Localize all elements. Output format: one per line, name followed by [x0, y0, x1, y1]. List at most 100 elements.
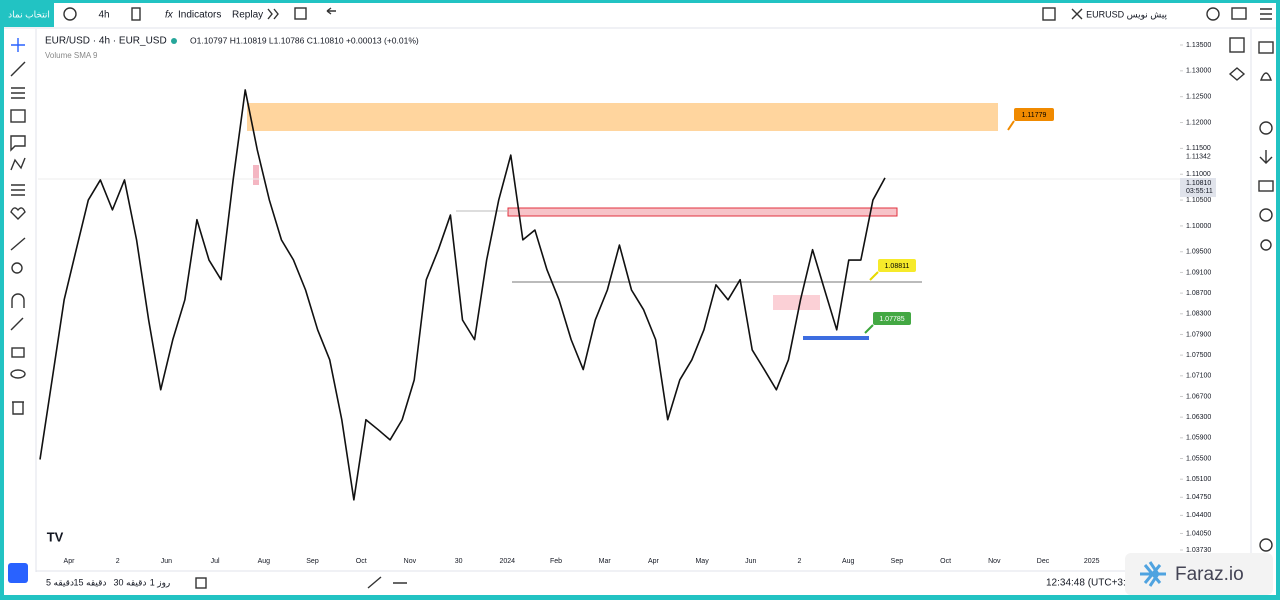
undo-icon[interactable] [326, 7, 336, 15]
zone-badge [878, 259, 916, 272]
y-tick-label: 1.05100 [1186, 476, 1211, 483]
x-tick-label: Feb [550, 558, 562, 565]
y-tick-label: 1.05900 [1186, 435, 1211, 442]
ohlc: O1.10797 H1.10819 L1.10786 C1.10810 +0.0… [190, 35, 419, 45]
level-label: 1.11342 [1186, 153, 1211, 160]
range-button[interactable]: 5 دقیقه [46, 577, 74, 587]
zone-badge [873, 312, 911, 325]
indicator-label: Volume SMA 9 [45, 51, 98, 60]
x-tick-label: May [695, 558, 709, 565]
x-tick-label: Sep [891, 558, 904, 565]
symbol-button[interactable] [4, 3, 54, 27]
x-tick-label: Apr [64, 558, 76, 565]
y-tick-label: 1.04750 [1186, 494, 1211, 501]
tv-logo: TV [47, 529, 64, 544]
fx-icon[interactable]: fx [165, 10, 174, 21]
add-icon[interactable] [63, 7, 77, 21]
price-line [39, 89, 886, 501]
date-range-icon[interactable] [195, 577, 207, 589]
x-tick-label: Apr [648, 558, 660, 565]
watermark: Faraz.io [1175, 564, 1244, 585]
x-tick-label: 2 [116, 558, 120, 565]
watermark-box [1125, 553, 1273, 595]
draft-label[interactable]: EURUSD پیش نویس [1086, 9, 1167, 19]
fullscreen-icon[interactable] [1042, 7, 1056, 21]
y-tick-label: 1.04400 [1186, 512, 1211, 519]
expand-icon[interactable] [1071, 8, 1083, 20]
x-tick-label: 2025 [1084, 558, 1100, 565]
replay[interactable]: Replay [232, 10, 263, 21]
zone-label: 1.11779 [1022, 112, 1047, 119]
settings-icon[interactable] [1206, 7, 1220, 21]
range-button[interactable]: 15 دقیقه [74, 577, 107, 587]
watchlist-star[interactable] [8, 563, 28, 583]
side-icons[interactable] [1228, 37, 1274, 552]
x-tick-label: Nov [404, 558, 417, 565]
supply-zone [247, 103, 998, 131]
camera-icon[interactable] [1231, 7, 1247, 20]
y-tick-label: 1.13000 [1186, 68, 1211, 75]
y-tick-label: 1.05500 [1186, 455, 1211, 462]
x-tick-label: Jun [745, 558, 756, 565]
y-tick-label: 1.12500 [1186, 94, 1211, 101]
zone-badge [1014, 108, 1054, 121]
x-tick-label: Jun [161, 558, 172, 565]
y-tick-label: 1.06300 [1186, 414, 1211, 421]
x-tick-label: Dec [1037, 558, 1050, 565]
small-zone [253, 165, 259, 185]
x-tick-label: 2024 [500, 558, 516, 565]
drawing-tools[interactable] [10, 38, 26, 415]
y-tick-label: 1.08300 [1186, 311, 1211, 318]
resistance-zone [507, 207, 898, 217]
y-tick-label: 1.09100 [1186, 269, 1211, 276]
y-tick-label: 1.11000 [1186, 171, 1211, 178]
y-tick-label: 1.11500 [1186, 145, 1211, 152]
callout [864, 324, 874, 334]
x-tick-label: 2 [798, 558, 802, 565]
x-tick-label: Oct [940, 558, 951, 565]
range-button[interactable]: 30 دقیقه [114, 577, 147, 587]
zone-label: 1.07785 [879, 316, 904, 323]
price-badge [1180, 178, 1216, 198]
legend-title: EUR/USD · 4h · EUR_USD [45, 36, 167, 47]
x-tick-label: Sep [306, 558, 319, 565]
y-tick-label: 1.03730 [1186, 547, 1211, 554]
current-price: 1.10810 [1186, 180, 1211, 187]
candle-icon[interactable] [131, 7, 141, 21]
status-dot [171, 38, 177, 44]
y-tick-label: 1.07100 [1186, 373, 1211, 380]
x-tick-label: Oct [356, 558, 367, 565]
x-tick-label: Aug [258, 558, 271, 565]
x-tick-label: Mar [599, 558, 612, 565]
y-tick-label: 1.09500 [1186, 249, 1211, 256]
x-tick-label: Aug [842, 558, 855, 565]
callout [869, 271, 879, 281]
y-tick-label: 1.07900 [1186, 331, 1211, 338]
range-button[interactable]: 1 روز [150, 577, 171, 587]
zone-label: 1.08811 [885, 263, 910, 270]
y-tick-label: 1.13500 [1186, 42, 1211, 49]
x-tick-label: 30 [455, 558, 463, 565]
interval[interactable]: 4h [98, 10, 109, 21]
x-tick-label: Jul [211, 558, 220, 565]
bottom-tools[interactable] [367, 576, 407, 589]
callout [1007, 120, 1015, 131]
watermark-logo [1140, 561, 1166, 587]
indicators[interactable]: Indicators [178, 10, 221, 21]
countdown: 03:55:11 [1186, 188, 1213, 195]
y-tick-label: 1.04050 [1186, 530, 1211, 537]
y-tick-label: 1.08700 [1186, 290, 1211, 297]
demand-zone [773, 295, 820, 310]
replay-icon[interactable] [267, 8, 279, 20]
y-tick-label: 1.07500 [1186, 352, 1211, 359]
y-tick-label: 1.10000 [1186, 223, 1211, 230]
y-tick-label: 1.12000 [1186, 119, 1211, 126]
clock: 12:34:48 (UTC+3:3 [1046, 578, 1132, 589]
y-tick-label: 1.10500 [1186, 197, 1211, 204]
symbol-search[interactable]: انتخاب نماد [8, 9, 50, 19]
layout-icon[interactable] [294, 7, 307, 20]
window [4, 3, 1276, 595]
menu-icon[interactable] [1260, 8, 1272, 20]
